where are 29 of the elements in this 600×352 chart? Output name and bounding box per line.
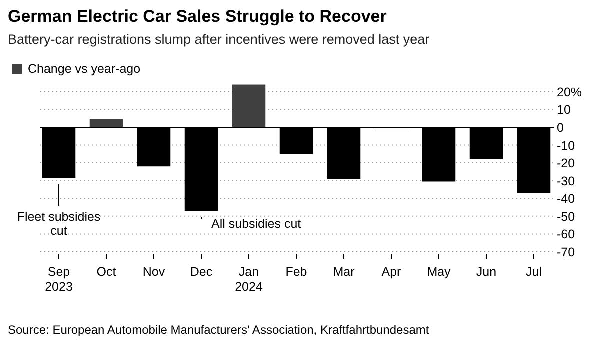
y-tick-label: -70 bbox=[557, 246, 576, 260]
y-tick-label: -20 bbox=[557, 156, 576, 171]
x-tick-label: May bbox=[427, 265, 452, 279]
x-tick-label: Jul bbox=[526, 265, 542, 279]
chart-title: German Electric Car Sales Struggle to Recover bbox=[8, 7, 388, 26]
x-tick-label: Feb bbox=[286, 265, 308, 279]
y-tick-label: 10 bbox=[557, 103, 571, 118]
chart-subtitle: Battery-car registrations slump after incentives were removed last year bbox=[8, 32, 430, 47]
x-tick-label: Nov bbox=[142, 265, 166, 279]
annotation: All subsidies cut bbox=[212, 217, 302, 232]
x-tick-label: Mar bbox=[333, 265, 355, 279]
annotation: Fleet subsidies cut bbox=[17, 210, 101, 238]
x-tick-label: Jun bbox=[476, 265, 497, 279]
y-tick-label: -60 bbox=[557, 228, 576, 242]
y-tick-label: -50 bbox=[557, 210, 576, 224]
y-tick-label: 20% bbox=[557, 85, 582, 100]
x-tick-label: Dec bbox=[190, 265, 213, 279]
x-tick-label: Sep 2023 bbox=[45, 265, 73, 294]
legend-label: Change vs year-ago bbox=[28, 62, 141, 76]
x-tick-label: Jan 2024 bbox=[235, 265, 263, 294]
y-tick-label: -40 bbox=[557, 192, 576, 206]
bar bbox=[90, 119, 124, 128]
y-tick-label: -30 bbox=[557, 174, 576, 188]
x-tick-label: Oct bbox=[96, 265, 117, 279]
y-tick-label: -10 bbox=[557, 138, 576, 153]
y-tick-label: 0 bbox=[557, 120, 564, 135]
x-tick-label: Apr bbox=[382, 265, 402, 279]
bar bbox=[232, 84, 266, 128]
source-note: Source: European Automobile Manufacturers' Association, Kraftfahrtbundesamt bbox=[8, 323, 430, 337]
